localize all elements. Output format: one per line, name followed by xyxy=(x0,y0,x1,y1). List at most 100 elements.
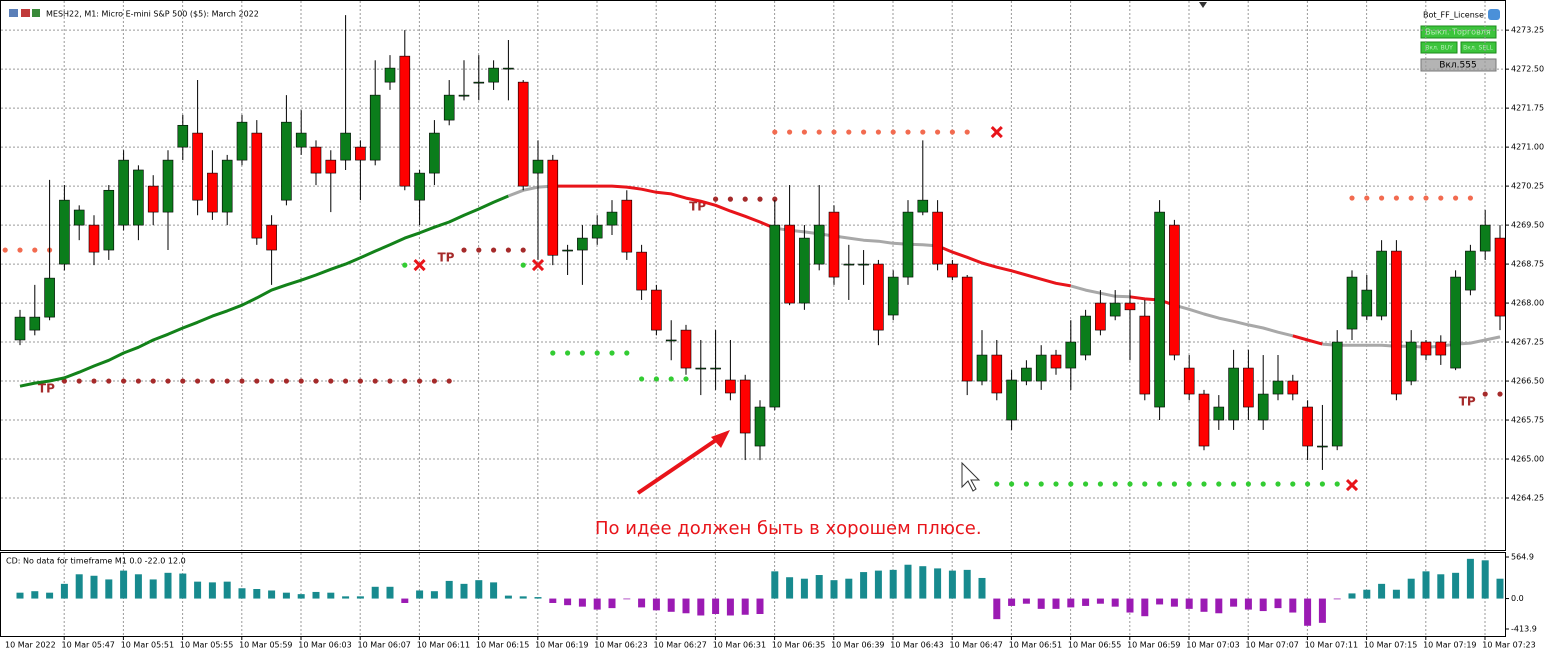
button[interactable] xyxy=(1420,25,1497,39)
level-dot xyxy=(106,378,112,384)
candle-body xyxy=(340,132,351,161)
time-label: 10 Mar 06:07 xyxy=(357,641,410,650)
histogram-bar xyxy=(386,586,394,599)
candle-body xyxy=(458,94,470,97)
candle-body xyxy=(162,159,174,213)
level-dot xyxy=(949,129,956,135)
candle-body xyxy=(221,159,233,213)
level-label: TP xyxy=(38,382,55,396)
candle-body xyxy=(355,146,366,161)
time-label: 10 Mar 05:55 xyxy=(180,641,233,650)
level-dot xyxy=(1349,195,1355,201)
annotation: По идее должен быть в хорошем плюсе. xyxy=(595,518,982,539)
window-icon[interactable] xyxy=(9,9,18,17)
level-label: TP xyxy=(438,251,455,265)
button-label[interactable]: Вкл. SELL xyxy=(1463,45,1493,52)
button[interactable] xyxy=(1420,41,1458,54)
candle-body xyxy=(1169,224,1180,356)
window-icon[interactable] xyxy=(32,9,40,17)
moving-average xyxy=(19,194,509,388)
level-dot xyxy=(757,196,763,202)
level-dot xyxy=(343,378,349,384)
level-dot xyxy=(357,378,363,384)
candle-body xyxy=(1420,341,1432,356)
histogram-bar xyxy=(1274,598,1282,609)
candle-body xyxy=(251,132,263,239)
level-dot xyxy=(1379,195,1385,201)
histogram-bar xyxy=(460,583,468,599)
histogram-bar xyxy=(342,596,350,599)
histogram-bar xyxy=(504,595,512,599)
level-dot xyxy=(505,247,511,253)
annotation-arrow xyxy=(636,434,724,495)
candle-body xyxy=(44,277,55,318)
level-dot xyxy=(150,378,156,384)
histogram-bar xyxy=(1096,598,1104,604)
candle-body xyxy=(384,67,396,83)
button[interactable] xyxy=(1460,41,1497,54)
indicator-axis-label: -413.9 xyxy=(1511,625,1537,634)
button-label[interactable]: Вкл.555 xyxy=(1439,61,1476,71)
candle-body xyxy=(887,276,899,316)
level-dot xyxy=(550,350,556,356)
level-dot xyxy=(209,378,215,384)
level-dot xyxy=(1275,481,1281,487)
histogram-bar xyxy=(741,598,749,615)
candle-body xyxy=(754,406,766,447)
level-dot xyxy=(935,129,941,135)
level-dot xyxy=(313,378,319,384)
histogram-bar xyxy=(993,598,1001,620)
candle-body xyxy=(1183,367,1195,395)
candle-body xyxy=(118,159,129,226)
moving-average xyxy=(507,184,553,198)
indicator-axis-label: 0.0 xyxy=(1511,594,1524,603)
histogram-bar xyxy=(1156,598,1164,605)
histogram-bar xyxy=(16,592,24,599)
candle-body xyxy=(784,224,795,304)
histogram-bar xyxy=(194,581,202,599)
level-dot xyxy=(772,196,778,202)
histogram-bar xyxy=(1452,572,1460,599)
level-dot xyxy=(1201,481,1207,487)
candle-body xyxy=(1080,315,1091,356)
level-dot xyxy=(165,378,171,384)
window-icon[interactable] xyxy=(21,9,30,17)
candle-body xyxy=(1213,406,1225,421)
histogram-bar xyxy=(963,569,971,599)
time-label: 10 Mar 05:51 xyxy=(121,641,174,650)
candle-body xyxy=(1346,276,1358,330)
level-dot xyxy=(520,262,526,268)
histogram-bar xyxy=(1170,598,1178,607)
candle-body xyxy=(414,172,425,201)
button-label[interactable]: Выкл. Торговля xyxy=(1425,28,1491,37)
histogram-bar xyxy=(712,598,720,615)
histogram-bar xyxy=(297,594,305,599)
candle-body xyxy=(769,224,781,408)
time-label: 10 Mar 06:03 xyxy=(298,641,351,650)
time-label: 10 Mar 06:35 xyxy=(772,641,825,650)
candle-body xyxy=(1391,250,1402,395)
histogram-bar xyxy=(356,596,364,599)
candle-body xyxy=(858,263,869,266)
level-dot xyxy=(1186,481,1192,487)
histogram-bar xyxy=(1318,598,1326,623)
window-title: MESH22, M1: Micro E-mini S&P 500 ($5): M… xyxy=(46,10,259,19)
candle-body xyxy=(739,379,751,434)
candle-body xyxy=(1361,289,1373,317)
button-label[interactable]: Вкл. BUY xyxy=(1425,45,1453,52)
histogram-bar xyxy=(105,579,113,599)
candle-body xyxy=(961,276,973,382)
candle-body xyxy=(1435,341,1447,356)
histogram-bar xyxy=(445,580,453,599)
histogram-bar xyxy=(282,592,290,599)
button[interactable] xyxy=(1420,58,1497,72)
level-dot xyxy=(579,350,586,356)
histogram-bar xyxy=(1466,558,1474,599)
histogram-bar xyxy=(223,581,231,599)
panel-icon[interactable] xyxy=(1488,9,1500,20)
level-dot xyxy=(402,378,408,384)
level-dot xyxy=(1305,481,1311,487)
candle-body xyxy=(636,251,647,291)
level-dot xyxy=(402,262,408,268)
